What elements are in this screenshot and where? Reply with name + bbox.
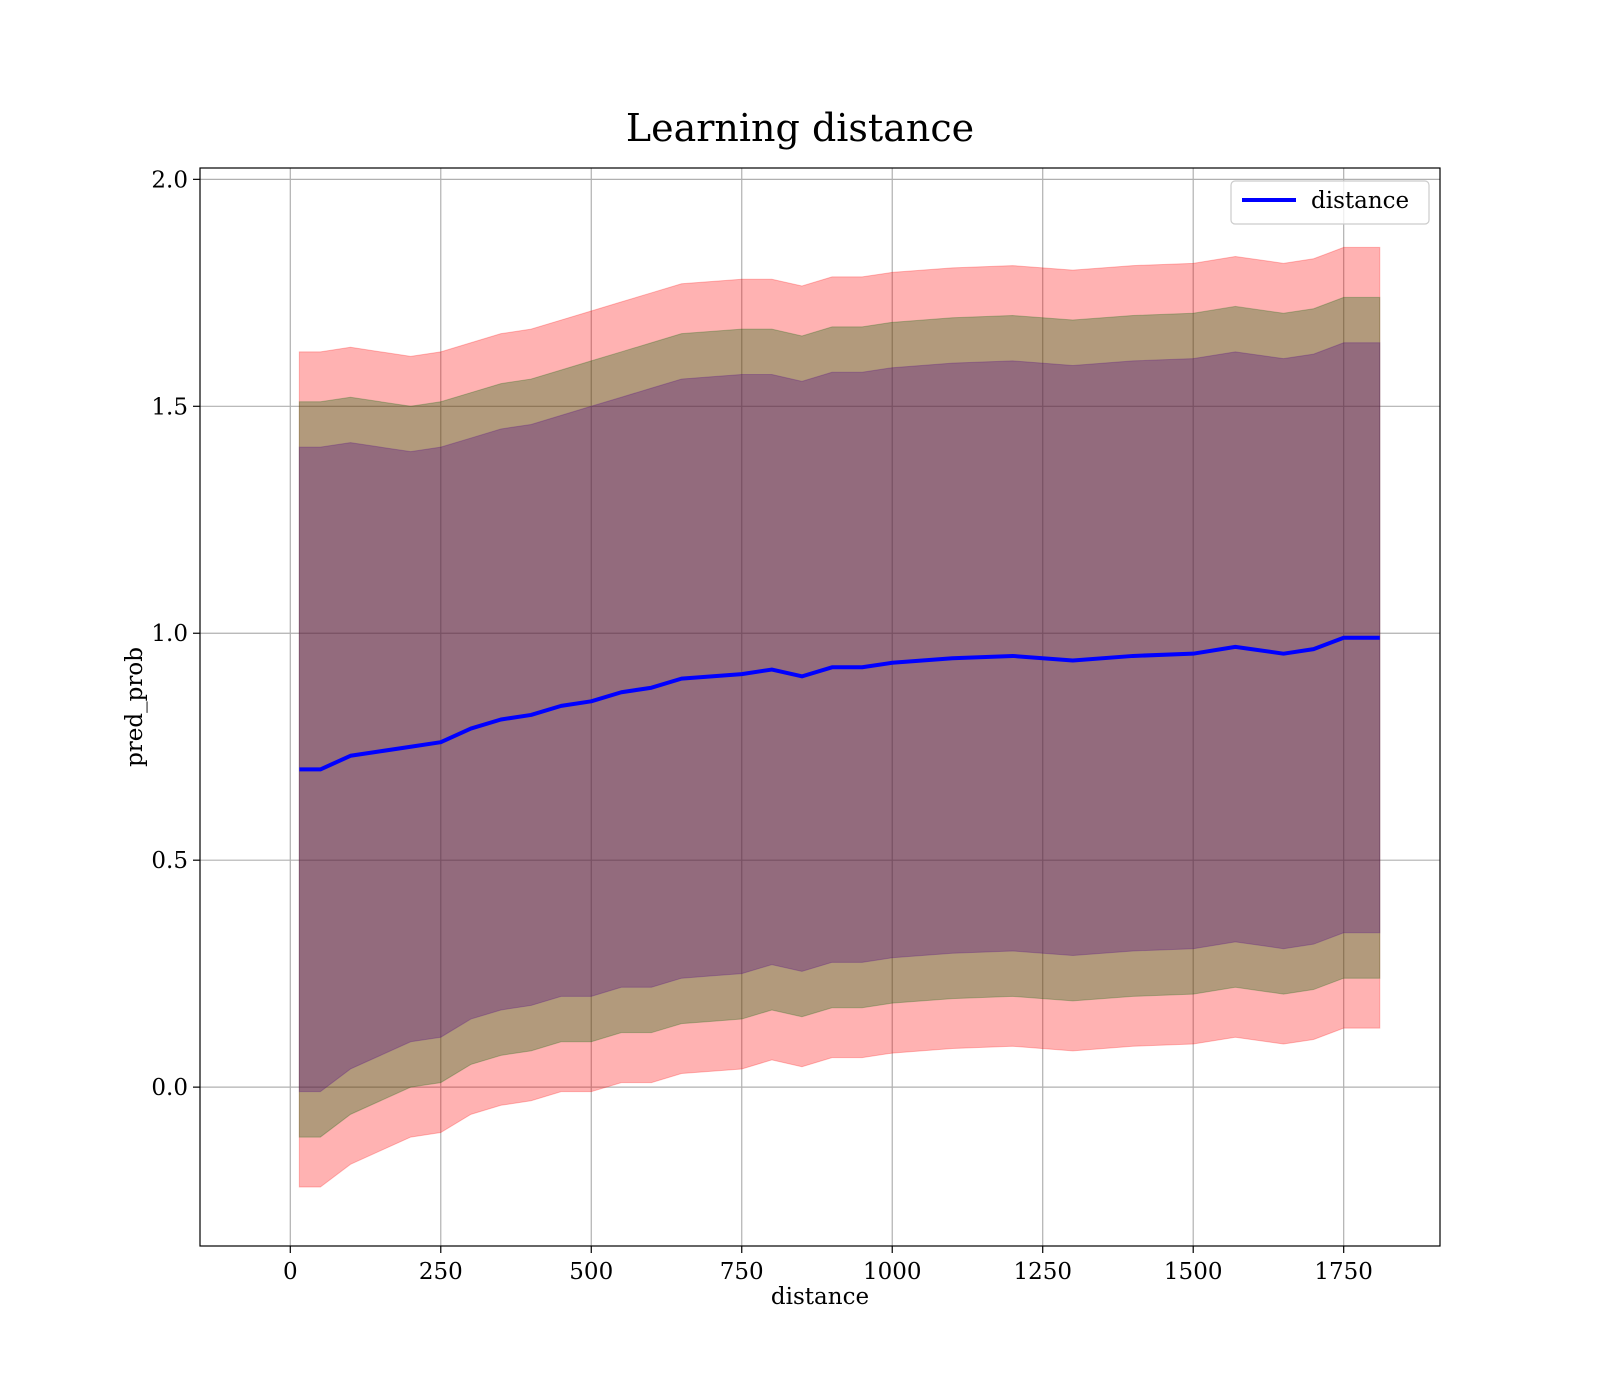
x-tick-label: 750 [720,1259,764,1285]
legend-entry-distance: distance [1311,188,1409,214]
x-tick-label: 1750 [1314,1259,1373,1285]
plot-frame [199,167,1441,1247]
y-tick-label: 1.0 [151,621,188,647]
band-1sd [298,342,1381,1093]
confidence-bands [298,246,1381,1188]
y-tick-label: 0.0 [151,1075,188,1101]
x-tick-label: 500 [569,1259,613,1285]
legend: distance [1230,180,1430,225]
x-tick-label: 250 [419,1259,463,1285]
chart-title: Learning distance [626,106,974,150]
legend-box [1230,180,1430,225]
y-tick-label: 1.5 [151,394,188,420]
series-line-distance [299,635,1380,772]
x-tick-label: 0 [283,1259,298,1285]
x-tick-label: 1500 [1164,1259,1223,1285]
x-axis-label: distance [771,1284,869,1310]
x-axis-ticks: 0 250 500 750 1000 1250 1500 1750 [283,1246,1373,1285]
x-tick-label: 1000 [863,1259,922,1285]
gridlines [200,168,1440,1246]
band-3sd [298,246,1381,1188]
y-axis-ticks: 0.0 0.5 1.0 1.5 2.0 [151,167,200,1101]
y-axis-label: pred_prob [122,647,148,767]
y-tick-label: 2.0 [151,167,188,193]
band-2sd [298,296,1381,1138]
y-tick-label: 0.5 [151,848,188,874]
x-tick-label: 1250 [1013,1259,1072,1285]
series-lines [299,635,1380,772]
